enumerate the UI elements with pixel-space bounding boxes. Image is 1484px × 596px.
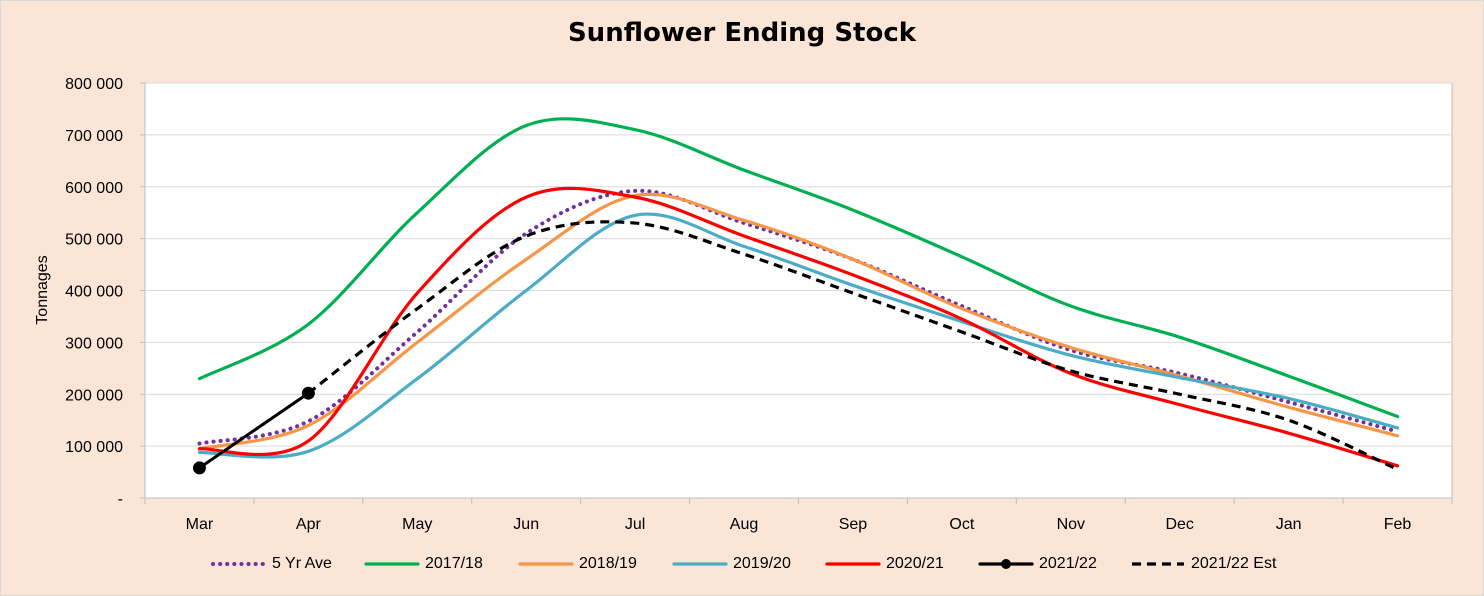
y-tick-label: 400 000 bbox=[65, 284, 123, 301]
series-line-2021-22-est bbox=[307, 220, 1399, 471]
legend-label: 2018/19 bbox=[579, 555, 637, 572]
legend-label: 5 Yr Ave bbox=[272, 555, 332, 572]
x-tick-label: Feb bbox=[1384, 516, 1412, 533]
legend: 5 Yr Ave 2017/18 2018/19 2019/20 2020/21 2021… bbox=[0, 552, 1484, 576]
series-line-2017-18 bbox=[197, 117, 1400, 419]
x-tick-label: Apr bbox=[296, 516, 322, 533]
x-tick-label: Nov bbox=[1057, 516, 1085, 533]
series-point-2021-22 bbox=[192, 461, 206, 475]
legend-label: 2019/20 bbox=[733, 555, 791, 572]
y-tick-label: 500 000 bbox=[65, 232, 123, 249]
legend-swatch bbox=[978, 559, 1034, 569]
legend-item-2021-22-est: 2021/22 Est bbox=[1129, 552, 1276, 576]
legend-item-5-yr-ave: 5 Yr Ave bbox=[210, 552, 332, 576]
x-tick-label: May bbox=[402, 516, 432, 533]
y-tick-label: 600 000 bbox=[65, 180, 123, 197]
y-axis-label: Tonnages bbox=[34, 255, 51, 324]
x-tick-label: Jul bbox=[625, 516, 645, 533]
x-tick-label: Jan bbox=[1276, 516, 1302, 533]
legend-item-2019-20: 2019/20 bbox=[671, 552, 791, 576]
y-tick-label: 800 000 bbox=[65, 76, 123, 93]
legend-swatch bbox=[1132, 562, 1184, 566]
x-tick-label: Aug bbox=[730, 516, 758, 533]
legend-label: 2021/22 Est bbox=[1191, 555, 1277, 572]
x-tick-label: Jun bbox=[513, 516, 539, 533]
legend-swatch bbox=[211, 562, 267, 566]
y-tick-label: 700 000 bbox=[65, 128, 123, 145]
x-tick-label: Oct bbox=[949, 516, 974, 533]
legend-item-2021-22: 2021/22 bbox=[977, 552, 1097, 576]
legend-item-2020-21: 2020/21 bbox=[824, 552, 944, 576]
y-tick-label: - bbox=[118, 491, 123, 508]
legend-swatch bbox=[672, 562, 728, 566]
legend-swatch bbox=[364, 562, 420, 566]
series-line-2019-20 bbox=[197, 212, 1400, 459]
y-tick-label: 300 000 bbox=[65, 335, 123, 352]
series-line-5-yr-ave bbox=[197, 188, 1400, 446]
y-tick-label: 100 000 bbox=[65, 439, 123, 456]
legend-item-2017-18: 2017/18 bbox=[363, 552, 483, 576]
x-tick-label: Dec bbox=[1165, 516, 1193, 533]
chart-title: Sunflower Ending Stock bbox=[567, 18, 917, 48]
legend-item-2018-19: 2018/19 bbox=[517, 552, 637, 576]
legend-label: 2017/18 bbox=[425, 555, 483, 572]
legend-label: 2020/21 bbox=[886, 555, 944, 572]
x-tick-label: Sep bbox=[839, 516, 868, 533]
x-tick-label: Mar bbox=[186, 516, 214, 533]
legend-label: 2021/22 bbox=[1039, 555, 1097, 572]
y-tick-label: 200 000 bbox=[65, 387, 123, 404]
legend-swatch bbox=[825, 562, 881, 566]
legend-swatch bbox=[518, 562, 574, 566]
series-line-2021-22 bbox=[197, 391, 310, 470]
